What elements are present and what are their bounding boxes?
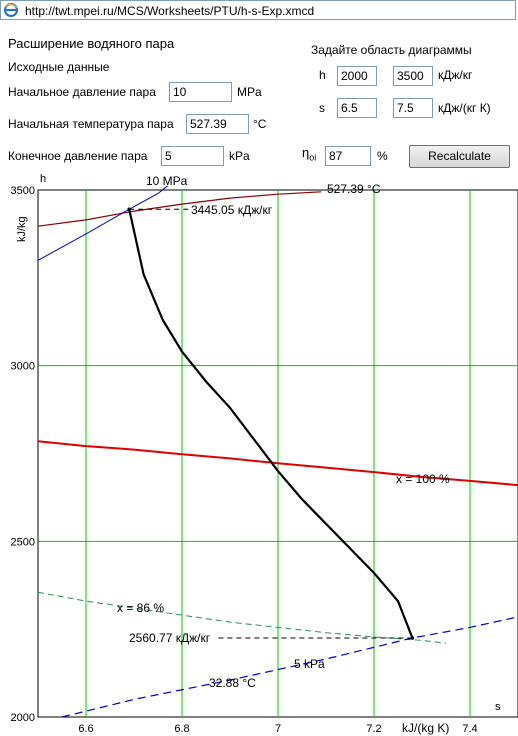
- x-tick-label: 7.4: [462, 723, 477, 735]
- form-subtitle: Исходные данные: [8, 60, 110, 74]
- x-tick-label: 7: [275, 723, 281, 735]
- p2-unit: kPa: [229, 149, 250, 163]
- state1-point: [127, 207, 131, 212]
- plot-frame: [37, 189, 518, 718]
- t2-annotation: 32.88 °C: [209, 676, 256, 690]
- curve-saturation: [37, 440, 518, 487]
- curve-isobar-p2: [61, 616, 518, 718]
- y-axis-label: h: [40, 173, 46, 185]
- x-end-annotation: x = 86 %: [117, 601, 164, 615]
- y-tick-label: 3000: [11, 361, 35, 373]
- eta-unit: %: [377, 149, 388, 163]
- x-axis-label: s: [495, 701, 501, 713]
- s-range-label: s: [319, 101, 325, 115]
- p1-unit: MPa: [237, 85, 262, 99]
- x-sat-annotation: x = 100 %: [396, 472, 450, 486]
- curve-isotherm-t1: [37, 191, 322, 227]
- y-axis-unit: kJ/kg: [16, 216, 28, 242]
- p1-input[interactable]: 10: [169, 82, 232, 102]
- address-bar[interactable]: http://twt.mpei.ru/MCS/Worksheets/PTU/h-…: [0, 0, 516, 20]
- s-max-input[interactable]: 7.5: [393, 98, 433, 118]
- t1-label: Начальная температура пара: [8, 117, 174, 131]
- x-axis-unit: kJ/(kg K): [402, 721, 449, 735]
- curve-dry-x86: [37, 591, 447, 644]
- recalculate-button[interactable]: Recalculate: [409, 145, 510, 168]
- eta-input[interactable]: 87: [325, 146, 371, 166]
- x-tick-label: 7.2: [366, 723, 381, 735]
- t1-unit: °C: [253, 117, 267, 131]
- s-min-input[interactable]: 6.5: [337, 98, 377, 118]
- h-unit: кДж/кг: [438, 68, 473, 82]
- t1-input[interactable]: 527.39: [186, 114, 249, 134]
- x-tick-label: 6.6: [78, 723, 93, 735]
- t1-annotation: 527.39 °C: [327, 182, 381, 196]
- p1-annotation: 10 MPa: [146, 174, 188, 188]
- x-tick-label: 6.8: [174, 723, 189, 735]
- y-tick-label: 2500: [11, 536, 35, 548]
- p1-label: Начальное давление пара: [8, 85, 156, 99]
- s-unit: кДж/(кг К): [438, 101, 491, 115]
- ie-icon: [4, 3, 18, 17]
- h-min-input[interactable]: 2000: [337, 66, 377, 86]
- form-title: Расширение водяного пара: [8, 36, 175, 51]
- area-title: Задайте область диаграммы: [311, 43, 472, 57]
- y-tick-label: 2000: [11, 712, 35, 724]
- curve-process: [128, 209, 414, 639]
- h-range-label: h: [319, 68, 326, 82]
- p2-annotation: 5 kPa: [294, 657, 325, 671]
- p2-label: Конечное давление пара: [8, 149, 148, 163]
- state2-point: [410, 636, 415, 640]
- eta-symbol: η: [302, 145, 310, 160]
- y-tick-label: 3500: [11, 185, 35, 197]
- h2-annotation: 2560.77 кДж/кг: [129, 631, 211, 645]
- eta-label: ηoi: [302, 145, 316, 163]
- eta-subscript: oi: [309, 152, 317, 163]
- h-max-input[interactable]: 3500: [393, 66, 433, 86]
- p2-input[interactable]: 5: [161, 146, 224, 166]
- h1-annotation: 3445.05 кДж/кг: [191, 203, 273, 217]
- address-url[interactable]: http://twt.mpei.ru/MCS/Worksheets/PTU/h-…: [25, 4, 315, 18]
- curve-isobar-p1: [37, 185, 168, 261]
